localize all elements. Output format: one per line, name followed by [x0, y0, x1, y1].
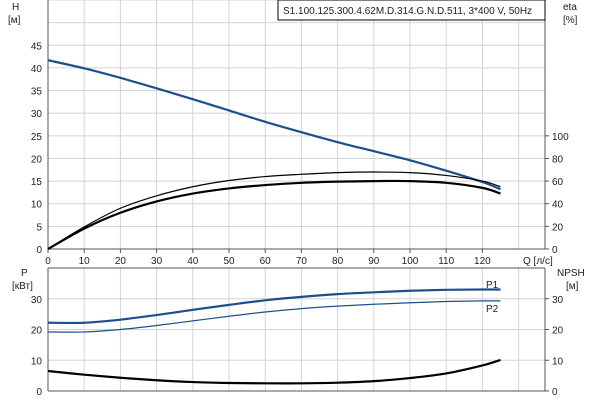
y-tick-label: 5 [36, 222, 42, 233]
y-tick-label: 0 [36, 387, 42, 398]
x-tick-label: 30 [151, 256, 163, 267]
axes [47, 0, 549, 392]
h-axis-label: H [12, 2, 19, 13]
x-tick-label: 110 [438, 256, 454, 267]
p1-series-line-1-0 [47, 288, 501, 325]
y2-tick-label: 40 [552, 200, 564, 211]
x-tick-label: 50 [223, 256, 235, 267]
y-tick-label: 45 [31, 41, 43, 52]
p2-label: P2 [486, 304, 499, 315]
y-tick-label: 35 [31, 87, 43, 98]
x-tick-label: 100 [402, 256, 419, 267]
x-tick-label: 120 [474, 256, 491, 267]
x-tick-label: 80 [332, 256, 344, 267]
p2-series-line-1-1 [47, 300, 501, 333]
y2-tick-label: 80 [552, 154, 564, 165]
x-tick-label: 60 [260, 256, 272, 267]
y-tick-label: 15 [31, 177, 43, 188]
q-axis-label: Q [л/с] [523, 256, 553, 267]
y-tick-label: 10 [31, 356, 43, 367]
chart-title: S1.100.125.300.4.62M.D.314.G.N.D.511, 3*… [283, 6, 532, 17]
p-axis-label: P [21, 268, 28, 279]
y2-tick-label: 0 [552, 387, 558, 398]
y2-tick-label: 60 [552, 177, 564, 188]
y2-tick-label: 20 [552, 222, 564, 233]
series-line-0-0 [47, 59, 501, 191]
x-tick-label: 70 [296, 256, 308, 267]
eta-axis-unit: [%] [563, 15, 578, 26]
npsh-axis-unit: [м] [566, 281, 579, 292]
npsh-axis-label: NPSH [557, 268, 585, 279]
y-tick-label: 20 [31, 154, 43, 165]
y-tick-label: 30 [31, 295, 43, 306]
series-line-0-2 [47, 179, 501, 250]
x-tick-label: 20 [115, 256, 127, 267]
y-tick-label: 30 [31, 109, 43, 120]
y-tick-label: 25 [31, 132, 43, 143]
y2-tick-label: 30 [552, 295, 564, 306]
series-line-0-1 [47, 171, 501, 250]
y-tick-label: 40 [31, 64, 43, 75]
eta-axis-label: eta [563, 2, 577, 13]
tick-labels: 0510152025303540450204060801000102030010… [31, 41, 569, 398]
y2-tick-label: 100 [552, 132, 569, 143]
y-tick-label: 10 [31, 200, 43, 211]
x-tick-label: 40 [187, 256, 199, 267]
title-box [277, 0, 546, 21]
series-lines [47, 59, 501, 385]
series-line-1-2 [47, 358, 501, 385]
p-axis-unit: [кВт] [12, 281, 33, 292]
y2-tick-label: 0 [552, 245, 558, 256]
y-tick-label: 20 [31, 326, 43, 337]
x-tick-label: 10 [79, 256, 91, 267]
grid [48, 0, 545, 391]
p1-label: P1 [486, 280, 499, 291]
x-tick-label: 0 [45, 256, 51, 267]
x-tick-label: 90 [368, 256, 380, 267]
h-axis-unit: [м] [8, 15, 21, 26]
y-tick-label: 0 [36, 245, 42, 256]
y2-tick-label: 20 [552, 326, 564, 337]
y2-tick-label: 10 [552, 356, 564, 367]
